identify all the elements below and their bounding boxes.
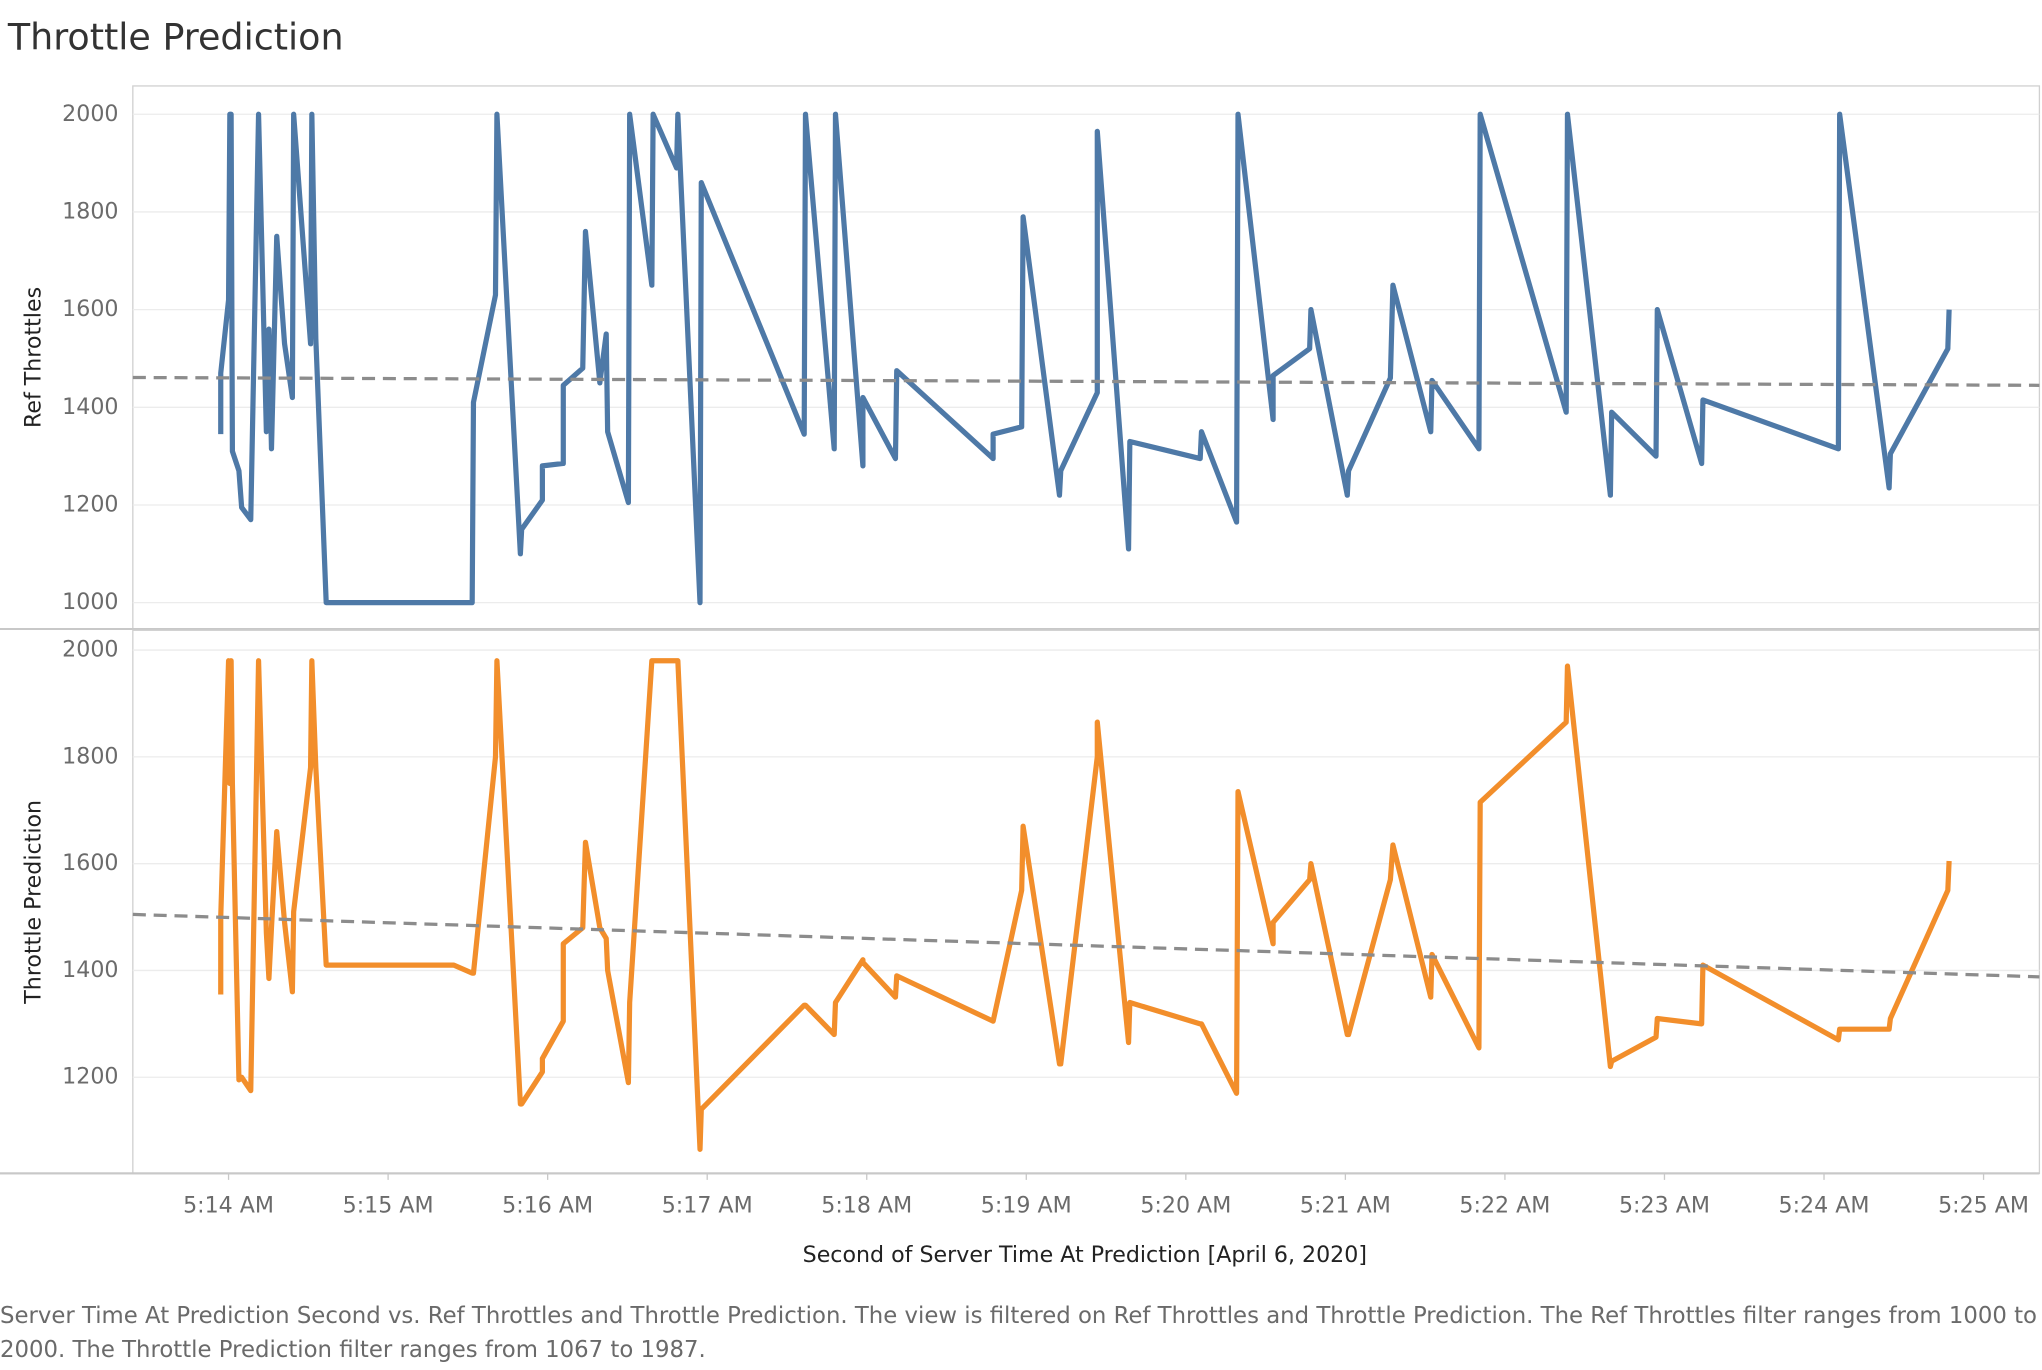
x-axis-label: Second of Server Time At Prediction [Apr… xyxy=(803,1242,1367,1268)
chart: 1000 1200 1400 1600 1800 2000 Ref Throttles 120… xyxy=(0,85,2041,1268)
panel-frame xyxy=(132,629,2041,1175)
y-axis-label: Throttle Prediction xyxy=(20,800,46,1005)
y-axis-label: Ref Throttles xyxy=(20,287,46,428)
trend-line xyxy=(132,912,2040,979)
panel-frame xyxy=(132,85,2041,630)
y-tick-label: 2000 xyxy=(62,637,118,663)
x-tick-label: 5:20 AM xyxy=(1140,1192,1231,1218)
x-tick-label: 5:25 AM xyxy=(1938,1192,2029,1218)
x-tick-label: 5:24 AM xyxy=(1779,1192,1870,1218)
chart-title: Throttle Prediction xyxy=(7,15,344,59)
y-tick-label: 1800 xyxy=(62,743,118,769)
x-tick-label: 5:15 AM xyxy=(343,1192,434,1218)
x-tick-label: 5:23 AM xyxy=(1619,1192,1710,1218)
y-tick-label: 1400 xyxy=(62,957,118,983)
y-tick-label: 1000 xyxy=(62,589,118,615)
data-line xyxy=(218,658,1952,1152)
x-tick-label: 5:21 AM xyxy=(1300,1192,1391,1218)
y-tick-label: 1600 xyxy=(62,296,118,322)
y-tick-label: 1200 xyxy=(62,491,118,517)
y-tick-label: 1600 xyxy=(62,850,118,876)
x-tick-label: 5:22 AM xyxy=(1459,1192,1550,1218)
x-tick-label: 5:16 AM xyxy=(502,1192,593,1218)
caption: Server Time At Prediction Second vs. Ref… xyxy=(0,1303,2037,1364)
trend-line xyxy=(132,375,2040,387)
x-tick-label: 5:17 AM xyxy=(662,1192,753,1218)
x-tick-label: 5:14 AM xyxy=(183,1192,274,1218)
data-line xyxy=(218,111,1952,606)
x-tick-label: 5:19 AM xyxy=(981,1192,1072,1218)
x-tick-label: 5:18 AM xyxy=(821,1192,912,1218)
y-tick-label: 1800 xyxy=(62,198,118,224)
y-tick-label: 1200 xyxy=(62,1064,118,1090)
y-tick-label: 1400 xyxy=(62,394,118,420)
y-tick-label: 2000 xyxy=(62,101,118,127)
